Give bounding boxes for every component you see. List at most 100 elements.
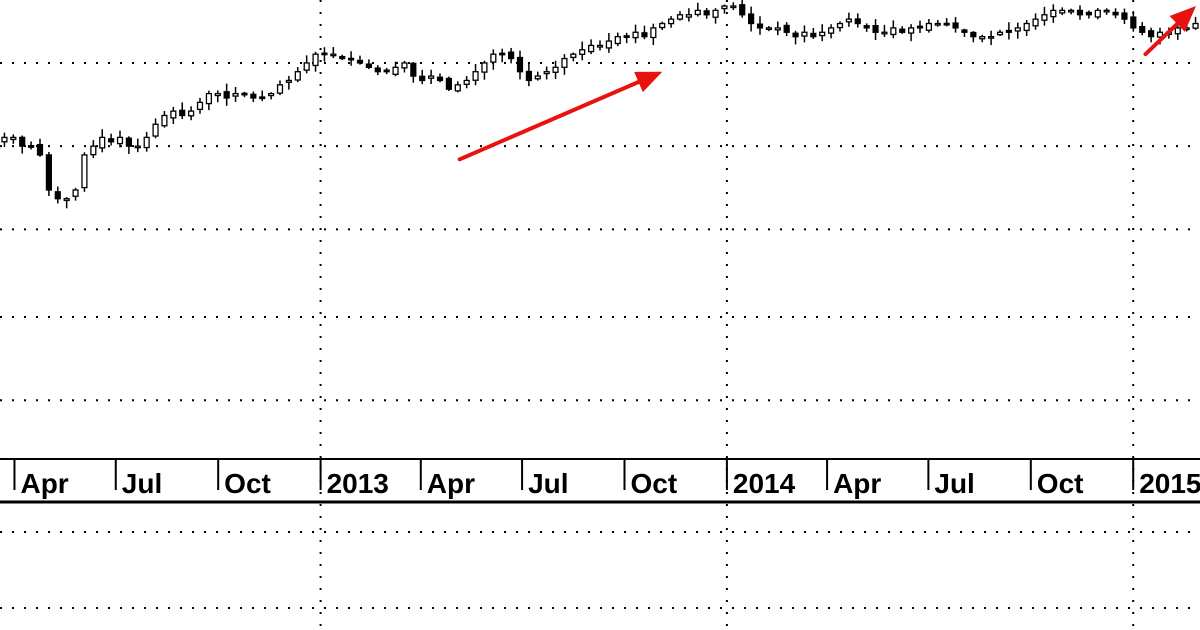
candle-body-49	[436, 76, 444, 82]
candle-body-83	[739, 4, 746, 16]
candle-body-97	[863, 25, 870, 29]
candle-body-32	[285, 79, 292, 83]
x-tick-label-3: 2013	[327, 468, 389, 499]
candle-body-15	[134, 145, 141, 149]
candle-body-106	[943, 22, 950, 26]
candle-body-22	[196, 101, 204, 110]
lower-panel-gridlines	[0, 531, 1200, 609]
candle-body-90	[801, 31, 808, 37]
x-tick-label-6: Oct	[630, 468, 677, 499]
candle-body-6	[54, 191, 61, 200]
candle-body-11	[99, 136, 106, 149]
candle-body-92	[819, 31, 826, 37]
candle-body-94	[836, 22, 844, 29]
x-tick-label-0: Apr	[20, 468, 68, 499]
candle-body-56	[499, 52, 506, 56]
x-tick-label-9: Jul	[934, 468, 974, 499]
candle-body-81	[721, 5, 728, 10]
candle-body-123	[1094, 9, 1101, 18]
candle-body-72	[641, 32, 648, 38]
candle-body-28	[250, 93, 257, 99]
candle-body-76	[676, 14, 684, 20]
x-axis-ticks: Apr Jul Oct 2013 Apr Jul Oct 2014 Apr Jul Oct 2015	[13, 459, 1200, 499]
candle-body-111	[988, 36, 995, 39]
candle-body-93	[828, 27, 835, 34]
candle-body-51	[454, 84, 461, 92]
candle-body-24	[214, 92, 221, 97]
candle-body-107	[952, 22, 959, 29]
candle-body-37	[330, 53, 337, 57]
candle-body-128	[1139, 25, 1146, 33]
candle-body-127	[1130, 16, 1137, 29]
x-tick-label-4: Apr	[427, 468, 475, 499]
candle-body-134	[1192, 22, 1199, 29]
candles	[1, 0, 1199, 209]
candle-body-99	[881, 31, 888, 35]
candle-body-41	[365, 63, 372, 68]
candle-body-19	[170, 110, 177, 119]
candle-body-115	[1023, 22, 1030, 32]
candle-body-108	[961, 29, 968, 33]
candle-body-79	[703, 10, 710, 16]
candle-body-36	[321, 52, 328, 56]
candle-body-7	[63, 198, 70, 202]
candle-body-52	[463, 79, 470, 85]
candle-body-73	[650, 27, 657, 39]
candle-body-42	[374, 67, 381, 73]
trend-arrow-shaft-1	[1143, 21, 1180, 57]
candle-body-87	[774, 27, 781, 31]
candle-body-16	[143, 136, 150, 149]
candle-body-40	[356, 59, 364, 64]
candle-body-78	[694, 9, 701, 16]
candle-body-46	[410, 62, 417, 77]
candle-body-63	[561, 57, 568, 68]
candle-body-119	[1059, 9, 1066, 14]
candle-body-71	[632, 31, 639, 39]
x-tick-label-8: Apr	[833, 468, 881, 499]
candle-body-26	[232, 92, 239, 97]
candle-body-23	[205, 92, 212, 105]
candle-body-45	[401, 62, 408, 69]
candle-body-31	[276, 84, 284, 94]
candle-body-100	[890, 27, 897, 36]
candle-body-122	[1085, 11, 1092, 16]
candle-body-77	[685, 14, 692, 18]
trend-arrow-head-0	[634, 71, 663, 93]
candle-body-12	[108, 138, 115, 143]
candle-body-29	[259, 96, 266, 100]
candle-body-62	[552, 66, 559, 73]
candle-body-103	[916, 25, 924, 29]
candle-body-65	[579, 49, 586, 56]
candle-body-110	[979, 36, 986, 40]
candle-body-5	[45, 154, 52, 191]
candle-body-129	[1148, 30, 1155, 38]
trend-arrow-head-1	[1169, 6, 1196, 32]
candle-body-85	[756, 23, 764, 29]
candle-body-126	[1121, 12, 1128, 20]
candle-body-0	[1, 136, 8, 143]
candle-body-9	[81, 154, 88, 189]
candle-body-101	[899, 28, 906, 33]
candle-body-54	[481, 62, 488, 73]
candle-body-95	[845, 18, 852, 23]
candle-body-116	[1032, 18, 1039, 27]
candle-body-61	[543, 71, 550, 75]
candle-body-68	[605, 40, 612, 49]
candle-body-17	[152, 123, 159, 137]
candle-body-132	[1174, 27, 1181, 35]
candle-body-53	[472, 71, 479, 81]
candle-body-47	[419, 75, 426, 82]
candle-body-34	[303, 62, 310, 71]
candle-body-25	[223, 91, 230, 99]
candle-body-69	[614, 36, 621, 45]
candle-body-38	[339, 55, 346, 60]
candle-body-1	[10, 136, 17, 141]
vertical-gridlines	[319, 0, 1135, 630]
x-tick-label-1: Jul	[122, 468, 162, 499]
x-axis: Apr Jul Oct 2013 Apr Jul Oct 2014 Apr Jul Oct 2015	[0, 458, 1200, 504]
candle-body-74	[659, 22, 666, 29]
candle-body-96	[854, 18, 861, 25]
candle-body-75	[668, 18, 675, 25]
candle-body-104	[925, 22, 932, 31]
